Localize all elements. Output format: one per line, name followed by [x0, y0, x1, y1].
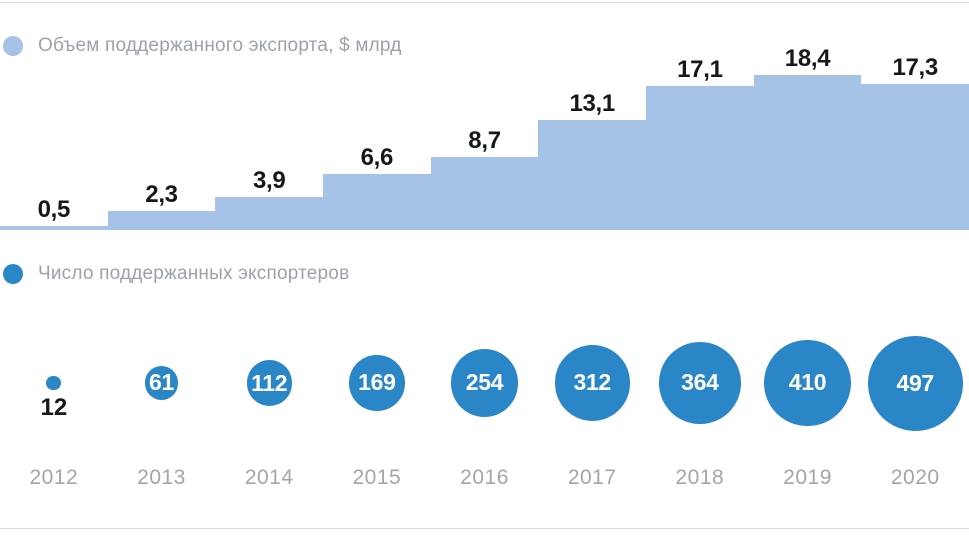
bubble-cell-2012: 12 [0, 333, 108, 433]
bubble-cell-2019: 410 [754, 333, 862, 433]
bubble-cell-2018: 364 [646, 333, 754, 433]
export-volume-step [753, 75, 862, 230]
export-volume-step [538, 119, 647, 230]
export-volume-value-label: 2,3 [145, 180, 178, 208]
step-chart: 0,5 2,3 3,9 6,6 8,7 13,1 17,1 18,4 17,3 [0, 40, 969, 230]
bubble-cell-2020: 497 [861, 333, 969, 433]
top-divider [0, 2, 969, 3]
export-volume-step [0, 225, 108, 230]
export-volume-value-label: 18,4 [784, 45, 831, 72]
exporters-count-bubble [46, 375, 62, 391]
year-label-2019: 2019 [783, 466, 832, 489]
exporters-count-outside-label: 12 [40, 394, 68, 421]
bubble-cell-2017: 312 [538, 333, 646, 433]
year-label-2012: 2012 [29, 466, 79, 489]
export-volume-value-label: 17,1 [677, 56, 723, 83]
exporters-count-bubble: 364 [659, 342, 741, 424]
year-label-2015: 2015 [352, 466, 402, 489]
exporters-count-bubble: 61 [144, 366, 179, 400]
export-volume-step [430, 156, 539, 230]
export-volume-value-label: 8,7 [468, 126, 501, 154]
exporters-count-bubble: 497 [867, 335, 963, 431]
year-label-2017: 2017 [567, 466, 617, 489]
export-volume-value-label: 3,9 [252, 167, 286, 195]
legend-export-volume: Объем поддержанного экспорта, $ млрд [3, 35, 402, 57]
step-column-2012: 0,5 [0, 195, 108, 230]
exporters-count-bubble: 410 [764, 339, 851, 427]
year-label-2016: 2016 [460, 466, 509, 489]
step-column-2013: 2,3 [107, 180, 216, 230]
exporters-count-legend-label: Число поддержанных экспортеров [38, 263, 350, 284]
export-volume-step [861, 84, 969, 230]
bubble-cell-2013: 61 [108, 333, 216, 433]
bubble-cell-2016: 254 [431, 333, 539, 433]
exporters-count-bubble: 312 [554, 345, 630, 421]
export-volume-value-label: 17,3 [892, 54, 938, 82]
year-label-2018: 2018 [675, 466, 725, 489]
export-volume-legend-label: Объем поддержанного экспорта, $ млрд [38, 35, 402, 56]
year-label-2013: 2013 [137, 466, 186, 489]
exporters-count-bubble: 112 [246, 360, 292, 406]
exporters-count-bubble: 254 [450, 349, 519, 417]
step-column-2019: 18,4 [753, 45, 862, 230]
x-axis-years: 2012 2013 2014 2015 2016 2017 2018 2019 2020 [0, 466, 969, 490]
export-volume-step [646, 86, 754, 230]
bottom-divider [0, 528, 969, 529]
exporters-count-legend-dot-icon [3, 264, 23, 284]
export-volume-step [323, 174, 431, 230]
export-volume-step [107, 210, 216, 230]
year-label-2020: 2020 [890, 466, 940, 489]
bubble-chart: 12 61 112 169 254 312 364 410 497 [0, 333, 969, 433]
export-volume-value-label: 0,5 [37, 195, 71, 223]
bubble-cell-2014: 112 [215, 333, 323, 433]
export-volume-legend-dot-icon [3, 36, 23, 56]
legend-exporters-count: Число поддержанных экспортеров [3, 263, 349, 285]
step-column-2015: 6,6 [323, 146, 431, 230]
step-column-2020: 17,3 [861, 56, 969, 230]
export-volume-value-label: 13,1 [569, 89, 615, 117]
export-volume-value-label: 6,6 [360, 144, 394, 172]
step-column-2016: 8,7 [430, 126, 539, 230]
step-column-2017: 13,1 [538, 89, 647, 230]
step-column-2018: 17,1 [646, 58, 754, 230]
export-volume-step [215, 197, 324, 230]
year-label-2014: 2014 [244, 466, 294, 489]
step-column-2014: 3,9 [215, 167, 324, 230]
exporters-count-bubble: 169 [349, 355, 405, 411]
bubble-cell-2015: 169 [323, 333, 431, 433]
